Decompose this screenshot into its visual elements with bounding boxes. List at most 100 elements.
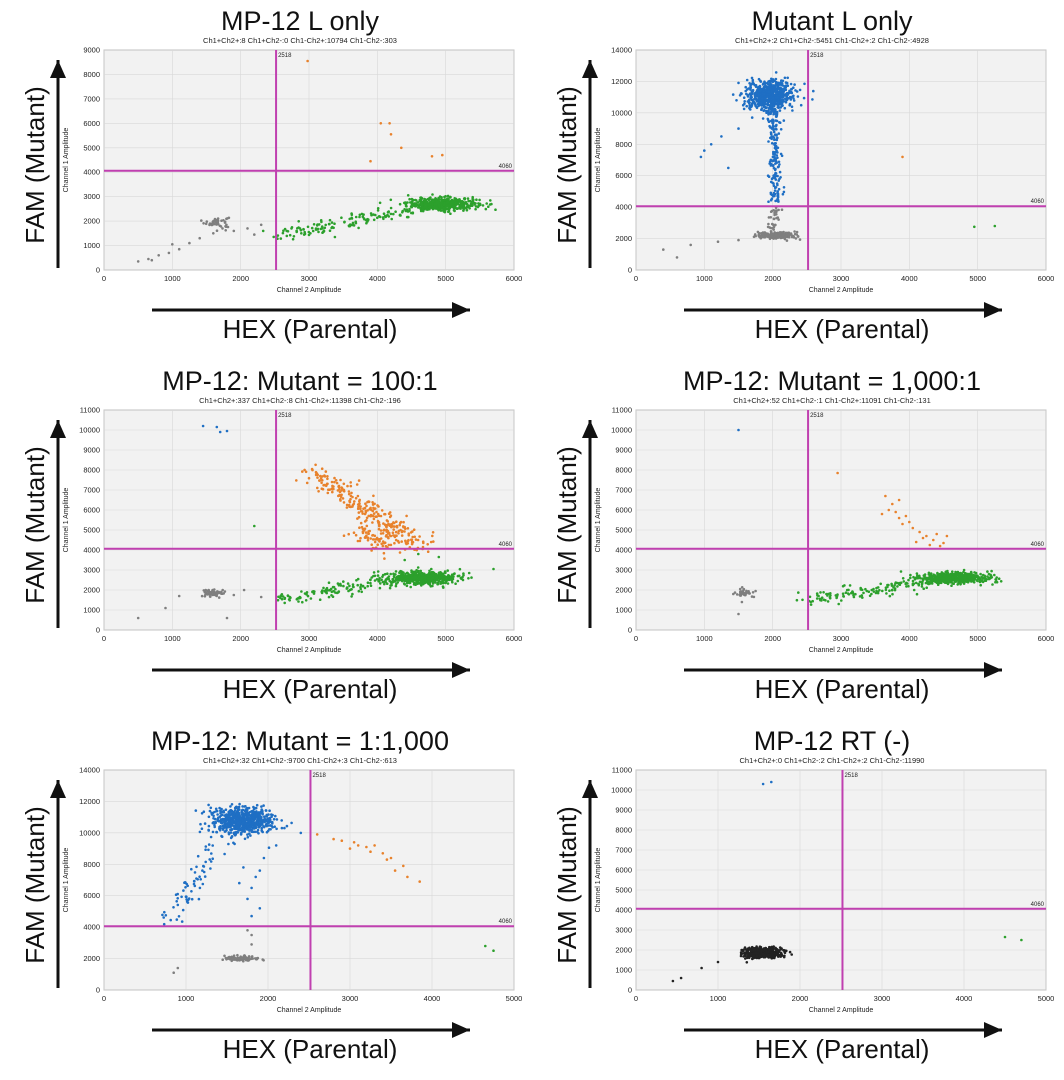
droplet-point xyxy=(219,814,222,818)
droplet-point xyxy=(353,500,356,503)
droplet-point xyxy=(419,196,423,199)
droplet-point xyxy=(317,230,320,234)
droplet-point xyxy=(342,501,346,504)
droplet-point xyxy=(432,540,435,543)
droplet-point xyxy=(428,579,431,583)
droplet-point xyxy=(904,582,907,586)
droplet-point xyxy=(423,197,426,201)
droplet-point xyxy=(912,575,915,579)
droplet-point xyxy=(369,584,373,587)
droplet-point xyxy=(376,574,380,577)
droplet-series xyxy=(315,833,422,883)
droplet-point xyxy=(397,532,400,535)
droplet-point xyxy=(204,222,208,226)
droplet-point xyxy=(220,807,223,811)
y-tick-label: 9000 xyxy=(83,46,100,55)
droplet-point xyxy=(887,508,891,512)
droplet-point xyxy=(465,208,469,212)
droplet-point xyxy=(345,503,349,507)
droplet-counts: Ch1+Ch2+:32 Ch1+Ch2-:9700 Ch1-Ch2+:3 Ch1… xyxy=(203,756,397,765)
droplet-point xyxy=(429,575,432,578)
droplet-point xyxy=(358,498,362,502)
droplet-point xyxy=(350,595,353,598)
droplet-point xyxy=(215,223,219,226)
droplet-point xyxy=(247,806,251,810)
droplet-point xyxy=(305,481,309,485)
droplet-point xyxy=(988,576,992,579)
droplet-point xyxy=(385,582,389,585)
droplet-point xyxy=(180,920,184,923)
droplet-point xyxy=(295,229,298,233)
plot-area xyxy=(103,769,515,991)
droplet-point xyxy=(748,82,751,85)
droplet-point xyxy=(251,823,254,827)
droplet-point xyxy=(777,179,780,182)
droplet-point xyxy=(356,844,360,847)
droplet-point xyxy=(372,517,376,521)
droplet-point xyxy=(349,481,353,484)
droplet-point xyxy=(407,534,411,537)
droplet-point xyxy=(442,206,446,210)
droplet-point xyxy=(841,592,845,595)
droplet-point xyxy=(414,204,418,208)
droplet-point xyxy=(321,487,325,491)
droplet-point xyxy=(221,588,224,592)
droplet-point xyxy=(214,807,218,811)
droplet-point xyxy=(216,220,220,223)
y-threshold-label: 4060 xyxy=(499,919,513,925)
droplet-point xyxy=(815,597,819,600)
droplet-point xyxy=(176,897,179,900)
droplet-point xyxy=(431,534,434,538)
droplet-point xyxy=(360,525,364,529)
droplet-point xyxy=(312,592,316,595)
droplet-point xyxy=(737,127,740,130)
droplet-point xyxy=(777,208,780,212)
droplet-point xyxy=(783,85,786,89)
droplet-point xyxy=(351,592,354,596)
droplet-point xyxy=(393,576,396,579)
droplet-point xyxy=(196,854,200,858)
y-tick-label: 9000 xyxy=(83,446,100,455)
droplet-point xyxy=(265,813,269,817)
droplet-point xyxy=(778,121,781,124)
plot-panel-5: MP-12: Mutant = 1:1,000 Ch1+Ch2+:32 Ch1+C… xyxy=(0,720,532,1080)
droplet-point xyxy=(301,470,304,473)
droplet-point xyxy=(662,248,665,251)
droplet-point xyxy=(938,544,942,548)
droplet-point xyxy=(405,584,409,588)
droplet-point xyxy=(383,528,386,532)
droplet-point xyxy=(739,594,742,597)
droplet-point xyxy=(376,570,380,573)
droplet-point xyxy=(177,247,181,251)
droplet-point xyxy=(359,505,362,508)
droplet-point xyxy=(432,576,435,580)
droplet-point xyxy=(373,538,377,541)
droplet-point xyxy=(788,102,792,106)
droplet-point xyxy=(973,571,976,574)
droplet-point xyxy=(768,111,771,114)
droplet-point xyxy=(323,483,326,487)
droplet-point xyxy=(772,182,775,185)
droplet-point xyxy=(313,590,316,593)
droplet-point xyxy=(476,205,480,209)
droplet-point xyxy=(967,572,971,576)
droplet-point xyxy=(786,91,789,95)
x-axis-arrow xyxy=(684,662,1002,678)
droplet-point xyxy=(369,537,373,540)
droplet-point xyxy=(228,811,231,814)
droplet-point xyxy=(279,237,283,240)
droplet-point xyxy=(200,812,204,815)
droplet-point xyxy=(764,84,767,88)
droplet-point xyxy=(930,582,934,585)
droplet-point xyxy=(388,511,392,514)
droplet-point xyxy=(302,228,305,231)
droplet-point xyxy=(393,580,397,583)
droplet-point xyxy=(773,176,776,180)
droplet-point xyxy=(235,831,238,834)
droplet-point xyxy=(365,519,368,522)
droplet-point xyxy=(298,227,302,230)
droplet-point xyxy=(435,198,438,201)
droplet-point xyxy=(304,599,308,602)
droplet-point xyxy=(402,520,405,524)
